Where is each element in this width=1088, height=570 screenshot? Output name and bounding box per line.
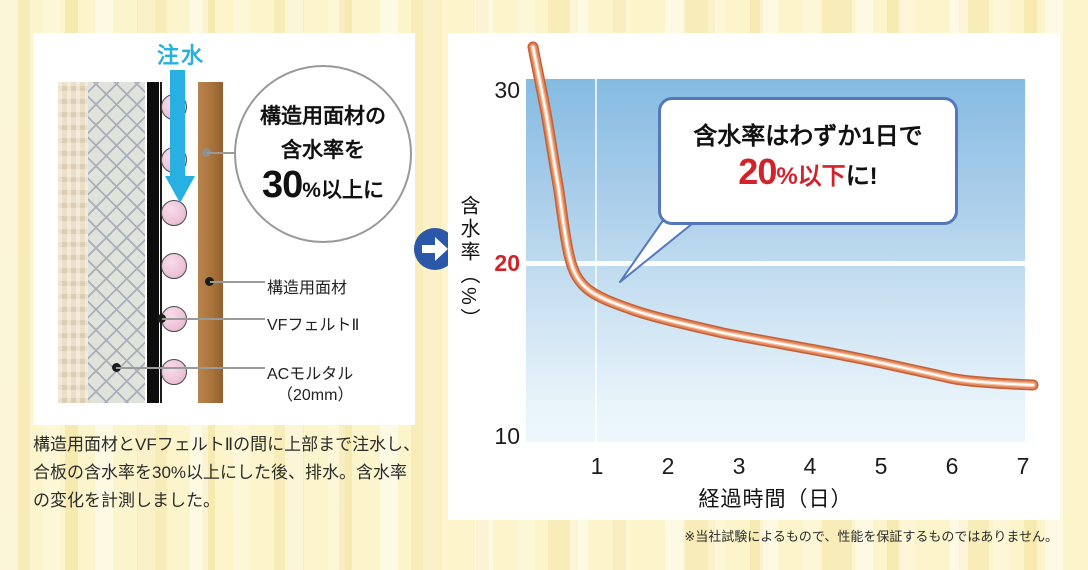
board-label-dot — [205, 277, 214, 286]
felt-label: VFフェルトⅡ — [267, 317, 360, 334]
felt-label-line — [162, 318, 265, 320]
moisture-target-callout: 構造用面材の 含水率を 30%以上に — [234, 65, 412, 243]
x-tick-2: 2 — [661, 453, 675, 479]
x-tick-4: 4 — [803, 453, 817, 479]
caption-line3: の変化を計測しました。 — [33, 491, 220, 510]
callout-anchor-dot — [202, 148, 211, 157]
ac-mortar-layer — [88, 82, 145, 403]
arrow-right-glyph — [422, 237, 448, 261]
callout-leader-line — [207, 152, 235, 154]
bubble-text-line1: 含水率はわずか1日で — [693, 123, 923, 150]
sheet-layer — [147, 82, 159, 403]
bubble-text-line2: 20%以下に! — [738, 152, 877, 200]
x-tick-5: 5 — [874, 453, 888, 479]
y-axis-title: 含水率（%） — [457, 195, 479, 331]
y-tick-20-highlight: 20 — [494, 250, 520, 276]
disclaimer-note: ※当社試験によるもので、性能を保証するものではありません。 — [684, 529, 1058, 544]
bubble-big-number: 20 — [738, 151, 777, 192]
board-label: 構造用面材 — [267, 280, 348, 297]
board-label-line — [210, 281, 265, 283]
result-callout-bubble: 含水率はわずか1日で 20%以下に! — [658, 97, 958, 225]
caption-line1: 構造用面材とVFフェルトⅡの間に上部まで注水し、 — [33, 435, 421, 454]
x-tick-7: 7 — [1016, 453, 1030, 479]
y-tick-10: 10 — [494, 423, 520, 449]
felt-bump — [161, 359, 187, 385]
water-injection-label: 注水 — [156, 43, 205, 68]
experiment-caption: 構造用面材とVFフェルトⅡの間に上部まで注水し、 合板の含水率を30%以上にした… — [33, 431, 445, 515]
water-flow-arrow-icon — [170, 70, 185, 177]
mortar-label-thickness: （20mm） — [277, 387, 354, 404]
felt-label-dot — [157, 314, 166, 323]
vf-felt-line — [160, 82, 162, 403]
callout-big-number: 30 — [262, 164, 303, 206]
finish-layer — [58, 82, 88, 403]
mortar-label: ACモルタル — [267, 366, 354, 383]
x-axis-title: 経過時間（日） — [698, 488, 853, 511]
structural-board-layer — [198, 82, 223, 403]
callout-text-line3: 30%以上に — [262, 166, 384, 208]
water-flow-arrowhead-icon — [165, 176, 195, 203]
moisture-chart-panel: 含水率（%） 30 20 10 含水率はわずか1日で 20%以下に! 1 2 — [448, 33, 1060, 520]
x-tick-1: 1 — [590, 453, 604, 479]
x-tick-3: 3 — [732, 453, 746, 479]
y-tick-30: 30 — [494, 77, 520, 103]
callout-text-line1: 構造用面材の — [260, 105, 386, 128]
bubble-red-suffix: %以下 — [776, 163, 846, 190]
bubble-black-suffix: に! — [845, 163, 878, 190]
wall-diagram-panel: 注水 構造用面材の 含水率を 30%以上に 構造用面材 VFフェ — [33, 33, 415, 425]
callout-suffix: %以上に — [302, 179, 384, 202]
felt-bump — [161, 253, 187, 279]
felt-bump — [161, 200, 187, 226]
x-tick-6: 6 — [945, 453, 959, 479]
callout-text-line2: 含水率を — [281, 139, 365, 162]
caption-line2: 合板の含水率を30%以上にした後、排水。含水率 — [33, 463, 408, 482]
mortar-label-line — [116, 367, 265, 369]
gridline-20pct — [526, 261, 1025, 266]
